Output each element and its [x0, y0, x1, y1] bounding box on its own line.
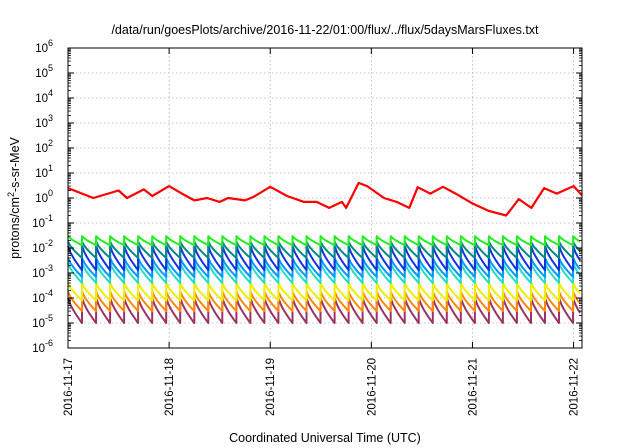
data-series-line [67, 235, 581, 247]
data-series-line [67, 256, 581, 278]
y-tick-label: 10-5 [32, 313, 53, 330]
data-series-line [67, 290, 581, 313]
y-tick-base: 10 [32, 343, 45, 355]
y-axis-title-sup: 2 [6, 192, 16, 197]
y-tick-label: 101 [35, 163, 53, 180]
y-tick-label: 10-1 [32, 213, 53, 230]
y-tick-label: 100 [35, 188, 53, 205]
y-tick-label: 103 [35, 113, 53, 130]
y-tick-base: 10 [32, 318, 45, 330]
y-tick-base: 10 [35, 118, 48, 130]
y-tick-exponent: -3 [45, 263, 53, 273]
y-axis-ticks: 10-610-510-410-310-210-11001011021031041… [32, 38, 582, 355]
y-tick-exponent: 0 [48, 188, 53, 198]
y-tick-exponent: 2 [48, 138, 53, 148]
y-tick-exponent: 1 [48, 163, 53, 173]
x-tick-label: 2016-11-17 [63, 358, 75, 416]
y-tick-base: 10 [35, 93, 48, 105]
y-tick-exponent: 3 [48, 113, 53, 123]
y-tick-label: 10-2 [32, 238, 53, 255]
y-tick-exponent: 6 [48, 38, 53, 48]
data-series-line [67, 262, 581, 284]
y-tick-exponent: -5 [45, 313, 53, 323]
y-tick-base: 10 [35, 43, 48, 55]
y-tick-base: 10 [35, 143, 48, 155]
x-axis-title: Coordinated Universal Time (UTC) [229, 431, 421, 445]
data-series-line [67, 297, 581, 324]
y-tick-exponent: -4 [45, 288, 53, 298]
y-tick-label: 105 [35, 63, 53, 80]
y-tick-label: 10-4 [32, 288, 53, 305]
data-series-line [67, 240, 581, 259]
y-tick-label: 10-3 [32, 263, 53, 280]
y-tick-exponent: 5 [48, 63, 53, 73]
x-tick-label: 2016-11-20 [366, 358, 378, 416]
data-series-line [67, 245, 581, 272]
y-tick-label: 106 [35, 38, 53, 55]
x-tick-label: 2016-11-19 [265, 358, 277, 416]
chart-title: /data/run/goesPlots/archive/2016-11-22/0… [111, 23, 539, 37]
y-tick-exponent: 4 [48, 88, 53, 98]
data-series-line [67, 281, 581, 302]
y-tick-label: 104 [35, 88, 53, 105]
y-tick-label: 102 [35, 138, 53, 155]
y-tick-base: 10 [35, 68, 48, 80]
series-layer [67, 181, 583, 324]
y-axis-title-rest: -s-sr-MeV [8, 136, 22, 192]
y-tick-base: 10 [32, 243, 45, 255]
y-tick-exponent: -1 [45, 213, 53, 223]
y-tick-base: 10 [35, 193, 48, 205]
x-tick-label: 2016-11-21 [467, 358, 479, 416]
y-tick-base: 10 [32, 293, 45, 305]
x-tick-label: 2016-11-18 [164, 358, 176, 416]
y-tick-exponent: -6 [45, 338, 53, 348]
y-tick-label: 10-6 [32, 338, 53, 355]
y-axis-title-main: protons/cm [8, 197, 22, 259]
x-axis-ticks: 2016-11-17 2016-11-18 2016-11-19 2016-11-20… [63, 48, 581, 416]
y-axis-title: protons/cm2-s-sr-MeV [6, 136, 22, 258]
y-tick-base: 10 [32, 218, 45, 230]
y-tick-exponent: -2 [45, 238, 53, 248]
y-tick-base: 10 [32, 268, 45, 280]
data-series-line [67, 181, 583, 217]
y-tick-base: 10 [35, 168, 48, 180]
x-tick-label: 2016-11-22 [569, 358, 581, 416]
